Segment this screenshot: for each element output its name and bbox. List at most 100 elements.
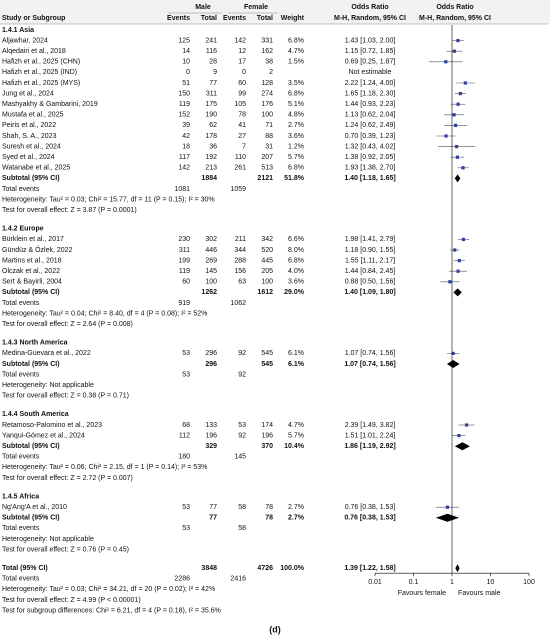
cell: 2.7% [288,515,305,522]
cell: 5.7% [288,432,304,439]
row-label: Ng'Ang'A et al., 2010 [2,504,67,511]
cell: 128 [261,80,273,87]
row-label: Heterogeneity: Tau² = 0.06; Chi² = 2.15,… [2,464,207,471]
x-tick-label: 10 [487,579,495,586]
or-label: 0.69 [0.25, 1.87] [345,59,396,66]
cell: 78 [238,112,246,119]
cell: 60 [182,279,190,286]
cell: 58 [238,525,246,532]
cell: 142 [234,37,246,44]
study-marker [464,423,469,427]
cell: 207 [261,154,273,161]
row-label: Total (95% CI) [2,565,48,572]
cell: 29.0% [284,289,305,296]
cell: 53 [182,350,190,357]
or-label: 1.32 [0.43, 4.02] [345,143,396,150]
or-label: 1.13 [0.62, 2.04] [345,112,396,119]
male-header: Male [195,4,211,11]
cell: 311 [206,90,217,97]
row-label: Heterogeneity: Tau² = 0.03; Chi² = 34.21… [2,586,215,593]
or-label: 0.70 [0.39, 1.23] [345,133,396,140]
cell: 4726 [257,565,273,572]
group-title: 1.4.5 Africa [2,493,39,500]
or-label: 1.51 [1.01, 2.24] [345,432,396,439]
cell: 110 [235,154,246,161]
row-label: Subtotal (95% CI) [2,515,60,522]
cell: 1081 [174,186,190,193]
cell: 296 [205,350,217,357]
pooled-diamond [446,360,460,368]
cell: 9 [213,69,217,76]
cell: 6.8% [288,90,304,97]
or-label: 1.86 [1.19, 2.92] [344,443,395,450]
group-title: 1.4.3 North America [2,340,68,347]
row-label: Subtotal (95% CI) [2,175,60,182]
cell: 6.6% [288,236,304,243]
cell: 77 [209,515,217,522]
cell: 5.1% [288,101,304,108]
row-label: Test for overall effect: Z = 0.76 (P = 0… [2,546,129,553]
study-marker [451,351,455,355]
study-marker [444,60,448,64]
or-label: 1.18 [0.90, 1.55] [345,247,396,254]
col-header: Events [167,15,190,22]
cell: 51.8% [284,175,305,182]
row-label: Heterogeneity: Not applicable [2,536,94,543]
cell: 513 [261,165,273,172]
cell: 42 [182,133,190,140]
cell: 10 [182,59,190,66]
cell: 3.6% [288,133,304,140]
cell: 4.0% [288,268,304,275]
cell: 18 [182,143,190,150]
cell: 211 [235,236,246,243]
x-tick-label: 0.01 [368,579,382,586]
cell: 92 [238,371,246,378]
cell: 6.8% [288,165,304,172]
study-marker [448,280,452,284]
cell: 14 [182,48,190,55]
cell: 119 [179,268,190,275]
cell: 77 [209,80,217,87]
cell: 205 [261,268,273,275]
or-header: Odds Ratio [351,4,388,11]
cell: 545 [261,350,273,357]
cell: 329 [205,443,217,450]
or-label: 2.22 [1.24, 4.00] [345,80,396,87]
cell: 53 [238,422,246,429]
cell: 60 [238,80,246,87]
cell: 1884 [201,175,217,182]
study-marker [463,81,467,85]
cell: 112 [179,432,190,439]
row-label: Heterogeneity: Not applicable [2,382,94,389]
cell: 51 [182,80,190,87]
row-label: Total events [2,300,40,307]
cell: 4.7% [288,48,304,55]
cell: 230 [178,236,190,243]
cell: 6.1% [288,350,304,357]
col-header: Weight [281,15,305,22]
or-label: 1.93 [1.38, 2.70] [345,165,396,172]
row-label: Hafizh et al., 2025 (IND) [2,69,77,76]
x-tick-label: 100 [523,579,535,586]
cell: 31 [265,143,273,150]
row-label: Shah, S. A., 2023 [2,133,57,140]
study-marker [461,237,466,241]
cell: 1062 [230,300,246,307]
cell: 311 [179,247,190,254]
cell: 2 [269,69,273,76]
cell: 39 [182,122,190,129]
cell: 3848 [201,565,217,572]
cell: 17 [238,59,246,66]
cell: 8.0% [288,247,304,254]
or-label: 1.55 [1.11, 2.17] [345,257,395,264]
or-label: 1.44 [0.84, 2.45] [345,268,396,275]
col-header: Events [223,15,246,22]
row-label: Subtotal (95% CI) [2,289,60,296]
cell: 296 [205,361,217,368]
row-label: Heterogeneity: Tau² = 0.03; Chi² = 15.77… [2,196,215,203]
group-title: 1.4.1 Asia [2,27,34,34]
cell: 2.7% [288,504,304,511]
cell: 133 [205,422,217,429]
cell: 145 [205,268,217,275]
cell: 176 [261,101,273,108]
